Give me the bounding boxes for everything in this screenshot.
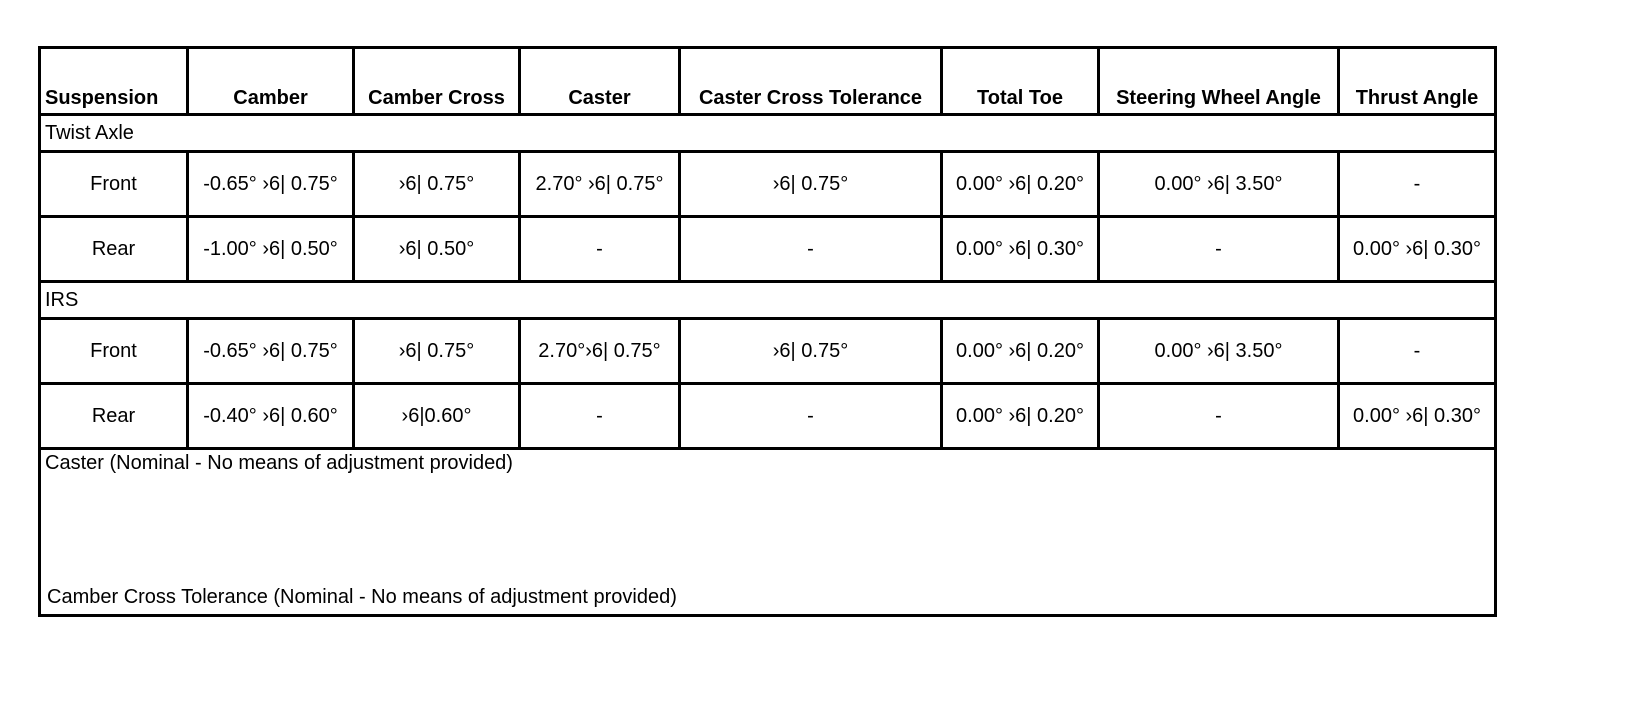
header-steering-wheel-angle: Steering Wheel Angle xyxy=(1097,46,1340,116)
table-cell: ›6| 0.75° xyxy=(678,317,943,385)
table-cell: ›6|0.60° xyxy=(352,382,521,450)
header-camber-cross: Camber Cross xyxy=(352,46,521,116)
header-thrust-angle: Thrust Angle xyxy=(1337,46,1497,116)
table-cell: 0.00° ›6| 0.30° xyxy=(1337,215,1497,283)
header-suspension: Suspension xyxy=(38,46,189,116)
table-row: Rear -0.40° ›6| 0.60° ›6|0.60° - -0.00° ›6| … xyxy=(38,382,1497,450)
group-label: IRS xyxy=(38,280,1497,320)
group-row: IRS xyxy=(38,280,1497,320)
table-cell: -0.65° ›6| 0.75° xyxy=(186,317,355,385)
table-cell: 0.00° ›6| 0.20° xyxy=(940,150,1100,218)
table-cell: 0.00° ›6| 0.30° xyxy=(1337,382,1497,450)
table-cell: - xyxy=(678,382,943,450)
header-caster-cross-tolerance: Caster Cross Tolerance xyxy=(678,46,943,116)
header-total-toe: Total Toe xyxy=(940,46,1100,116)
note-camber-cross: Camber Cross Tolerance (Nominal - No mea… xyxy=(47,586,677,608)
table-cell: 0.00° ›6| 0.20° xyxy=(940,317,1100,385)
table-cell: ›6| 0.75° xyxy=(352,317,521,385)
table-cell: -1.00° ›6| 0.50° xyxy=(186,215,355,283)
header-caster: Caster xyxy=(518,46,681,116)
alignment-spec-table: Suspension Camber Camber Cross Caster Ca… xyxy=(38,46,1497,617)
table-cell: - xyxy=(518,382,681,450)
table-cell: 2.70°›6| 0.75° xyxy=(518,317,681,385)
table-cell: Front xyxy=(38,317,189,385)
table-cell: -0.65° ›6| 0.75° xyxy=(186,150,355,218)
table-row: Front -0.65° ›6| 0.75° ›6| 0.75° 2.70°›6| 0… xyxy=(38,317,1497,385)
table-cell: - xyxy=(678,215,943,283)
header-camber: Camber xyxy=(186,46,355,116)
table-row: Rear -1.00° ›6| 0.50° ›6| 0.50° - -0.00° ›6|… xyxy=(38,215,1497,283)
group-row: Twist Axle xyxy=(38,113,1497,153)
table-cell: ›6| 0.50° xyxy=(352,215,521,283)
table-cell: Rear xyxy=(38,215,189,283)
table-cell: - xyxy=(1097,215,1340,283)
table-cell: - xyxy=(1097,382,1340,450)
table-cell: - xyxy=(518,215,681,283)
table-cell: 0.00° ›6| 0.30° xyxy=(940,215,1100,283)
note-caster: Caster (Nominal - No means of adjustment… xyxy=(45,452,513,474)
table-cell: - xyxy=(1337,150,1497,218)
table-cell: -0.40° ›6| 0.60° xyxy=(186,382,355,450)
table-cell: ›6| 0.75° xyxy=(678,150,943,218)
table-cell: 2.70° ›6| 0.75° xyxy=(518,150,681,218)
table-cell: Front xyxy=(38,150,189,218)
table-cell: 0.00° ›6| 0.20° xyxy=(940,382,1100,450)
table-cell: 0.00° ›6| 3.50° xyxy=(1097,150,1340,218)
notes-row: Caster (Nominal - No means of adjustment… xyxy=(38,447,1497,617)
table-cell: ›6| 0.75° xyxy=(352,150,521,218)
group-label: Twist Axle xyxy=(38,113,1497,153)
table-row: Front -0.65° ›6| 0.75° ›6| 0.75° 2.70° ›6| … xyxy=(38,150,1497,218)
notes-cell: Caster (Nominal - No means of adjustment… xyxy=(38,447,1497,617)
table-cell: 0.00° ›6| 3.50° xyxy=(1097,317,1340,385)
table-cell: - xyxy=(1337,317,1497,385)
table-cell: Rear xyxy=(38,382,189,450)
header-row: Suspension Camber Camber Cross Caster Ca… xyxy=(38,46,1497,116)
